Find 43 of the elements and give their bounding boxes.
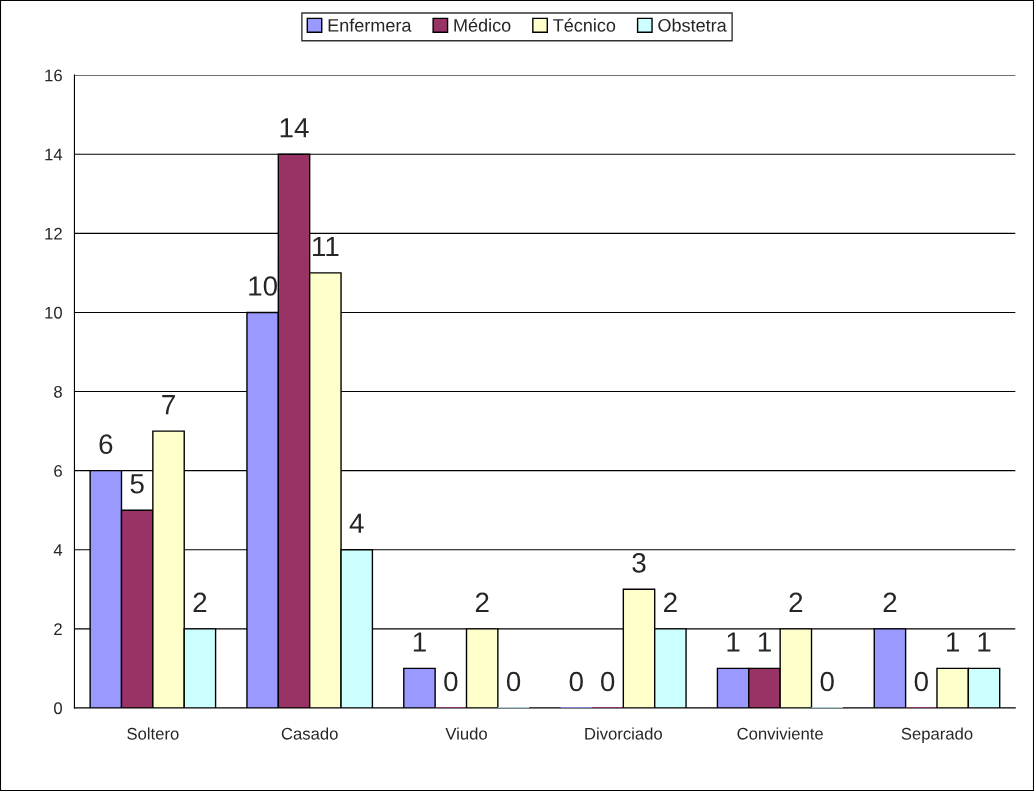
data-label: 2 xyxy=(789,592,803,612)
data-label: 2 xyxy=(664,592,677,612)
data-label: 11 xyxy=(313,236,339,257)
data-label: 2 xyxy=(475,592,489,612)
y-tick-label: 10 xyxy=(45,306,62,319)
y-tick-label: 16 xyxy=(45,69,62,82)
data-label: 1 xyxy=(413,632,426,652)
x-tick-label: Casado xyxy=(281,727,338,740)
x-tick-label: Conviviente xyxy=(737,727,823,740)
y-tick-label: 14 xyxy=(45,148,63,161)
y-tick-label: 0 xyxy=(54,702,62,715)
data-label: 0 xyxy=(506,671,521,692)
legend-label: Médico xyxy=(454,18,511,32)
x-tick-label: Soltero xyxy=(127,727,179,740)
y-tick-label: 8 xyxy=(54,385,62,398)
data-label: 0 xyxy=(914,671,928,692)
y-tick-label: 6 xyxy=(54,465,62,477)
y-tick-label: 12 xyxy=(45,227,62,240)
data-label: 10 xyxy=(249,276,277,296)
data-label: 0 xyxy=(601,671,615,692)
data-label: 6 xyxy=(99,434,113,455)
data-label: 0 xyxy=(569,671,583,692)
data-label: 0 xyxy=(444,671,458,692)
data-label: 7 xyxy=(162,395,175,415)
data-label: 3 xyxy=(632,553,646,573)
data-label: 4 xyxy=(349,513,364,533)
x-tick-label: Viudo xyxy=(445,727,487,740)
y-tick-label: 4 xyxy=(53,544,63,556)
x-tick-label: Separado xyxy=(901,727,973,743)
data-label: 0 xyxy=(820,671,834,692)
data-label: 1 xyxy=(727,632,740,652)
x-tick-label: Divorciado xyxy=(585,727,662,740)
legend-label: Enfermera xyxy=(328,18,412,32)
y-tick-label: 2 xyxy=(54,623,62,635)
legend-label: Obstetra xyxy=(658,18,727,32)
data-label: 5 xyxy=(130,474,144,494)
data-label: 1 xyxy=(758,632,771,652)
data-label: 2 xyxy=(193,592,207,612)
data-label: 14 xyxy=(280,118,309,138)
data-label: 1 xyxy=(978,632,991,652)
legend-label: Técnico xyxy=(553,18,616,32)
data-label: 2 xyxy=(883,592,897,612)
data-label: 1 xyxy=(947,632,960,652)
